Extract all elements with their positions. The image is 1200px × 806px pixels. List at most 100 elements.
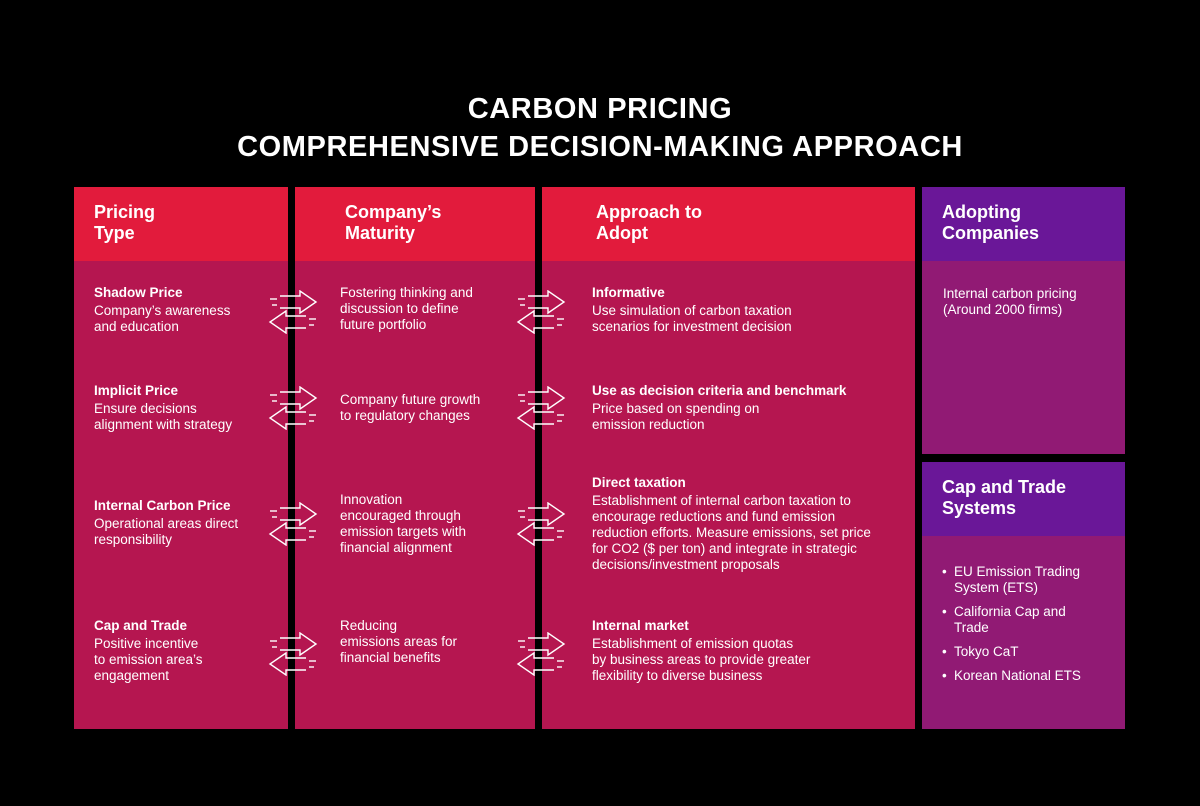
maturity-column: Company’s Maturity Fostering thinking an… <box>295 187 535 729</box>
item-text: Ensure decisions <box>94 401 197 416</box>
item-text: System (ETS) <box>954 580 1039 595</box>
cap-trade-systems-body: • EU Emission Trading System (ETS) • Cal… <box>922 536 1125 729</box>
header-line: Pricing <box>94 202 156 222</box>
adopting-companies-text: Internal carbon pricing (Around 2000 fir… <box>943 286 1077 318</box>
maturity-body: Fostering thinking and discussion to def… <box>295 261 535 729</box>
adopting-companies-header: Adopting Companies <box>922 187 1125 261</box>
item-text: emissions areas for <box>340 634 458 649</box>
double-arrow-icon <box>517 502 565 546</box>
header-line: Adopting <box>942 202 1021 222</box>
double-arrow-icon <box>269 502 317 546</box>
item-text: Establishment of internal carbon taxatio… <box>592 493 851 508</box>
approach-item-decision-criteria: Use as decision criteria and benchmark P… <box>592 383 846 433</box>
item-text: Fostering thinking and <box>340 285 473 300</box>
list-item: • EU Emission Trading System (ETS) <box>942 564 1081 596</box>
header-line: Maturity <box>345 223 416 243</box>
header-line: Approach to <box>596 202 702 222</box>
adopting-companies-body: Internal carbon pricing (Around 2000 fir… <box>922 261 1125 454</box>
item-text: responsibility <box>94 532 173 547</box>
item-text: Positive incentive <box>94 636 199 651</box>
approach-header: Approach to Adopt <box>542 187 915 261</box>
item-text: engagement <box>94 668 170 683</box>
maturity-item-4: Reducing emissions areas for financial b… <box>340 618 457 666</box>
bullet-icon: • <box>942 604 947 619</box>
item-title: Internal Carbon Price <box>94 498 231 513</box>
pricing-item-internal: Internal Carbon Price Operational areas … <box>94 498 238 548</box>
item-text: Innovation <box>340 492 403 507</box>
header-line: Type <box>94 223 135 243</box>
cap-trade-list: • EU Emission Trading System (ETS) • Cal… <box>942 564 1081 692</box>
title-line-1: CARBON PRICING <box>467 93 733 125</box>
item-text: discussion to define <box>340 301 459 316</box>
double-arrow-icon <box>517 632 565 676</box>
double-arrow-icon <box>269 632 317 676</box>
item-text: encourage reductions and fund emission <box>592 509 836 524</box>
item-text: to regulatory changes <box>340 408 470 423</box>
approach-item-internal-market: Internal market Establishment of emissio… <box>592 618 810 684</box>
pricing-type-body: Shadow Price Company’s awareness and edu… <box>74 261 288 729</box>
header-line: Adopt <box>596 223 648 243</box>
item-text: emission targets with <box>340 524 467 539</box>
pricing-item-implicit: Implicit Price Ensure decisions alignmen… <box>94 383 232 433</box>
item-text: reduction efforts. Measure emissions, se… <box>592 525 871 540</box>
double-arrow-icon <box>269 290 317 334</box>
item-text: EU Emission Trading <box>954 564 1081 579</box>
item-text: Price based on spending on <box>592 401 760 416</box>
item-text: Operational areas direct <box>94 516 239 531</box>
item-title: Internal market <box>592 618 689 633</box>
item-title: Shadow Price <box>94 285 183 300</box>
item-text: Company future growth <box>340 392 481 407</box>
item-title: Use as decision criteria and benchmark <box>592 383 847 398</box>
header-line: Company’s <box>345 202 442 222</box>
item-text: California Cap and <box>954 604 1066 619</box>
pricing-item-shadow: Shadow Price Company’s awareness and edu… <box>94 285 230 335</box>
bullet-icon: • <box>942 668 947 683</box>
approach-item-informative: Informative Use simulation of carbon tax… <box>592 285 792 335</box>
list-item: • Tokyo CaT <box>942 644 1081 660</box>
item-text: flexibility to diverse business <box>592 668 763 683</box>
item-text: emission reduction <box>592 417 705 432</box>
item-title: Informative <box>592 285 665 300</box>
approach-item-direct-taxation: Direct taxation Establishment of interna… <box>592 475 871 573</box>
cap-trade-systems-panel: Cap and Trade Systems • EU Emission Trad… <box>922 462 1125 729</box>
item-text: and education <box>94 319 179 334</box>
maturity-header: Company’s Maturity <box>295 187 535 261</box>
title-line-2: COMPREHENSIVE DECISION-MAKING APPROACH <box>237 131 963 163</box>
pricing-type-header: Pricing Type <box>74 187 288 261</box>
cap-trade-systems-header: Cap and Trade Systems <box>922 462 1125 536</box>
maturity-item-1: Fostering thinking and discussion to def… <box>340 285 473 333</box>
item-text: encouraged through <box>340 508 461 523</box>
list-item: • Korean National ETS <box>942 668 1081 684</box>
item-text: future portfolio <box>340 317 427 332</box>
maturity-item-2: Company future growth to regulatory chan… <box>340 392 480 424</box>
approach-column: Approach to Adopt Informative Use simula… <box>542 187 915 729</box>
double-arrow-icon <box>269 386 317 430</box>
bullet-icon: • <box>942 564 947 579</box>
item-text: financial alignment <box>340 540 452 555</box>
item-text: by business areas to provide greater <box>592 652 811 667</box>
item-text: Internal carbon pricing <box>943 286 1077 301</box>
item-text: Company’s awareness <box>94 303 231 318</box>
item-text: Use simulation of carbon taxation <box>592 303 792 318</box>
item-title: Implicit Price <box>94 383 179 398</box>
item-title: Direct taxation <box>592 475 686 490</box>
item-text: Reducing <box>340 618 398 633</box>
header-line: Companies <box>942 223 1040 243</box>
approach-body: Informative Use simulation of carbon tax… <box>542 261 915 729</box>
item-text: Trade <box>954 620 989 635</box>
item-text: financial benefits <box>340 650 441 665</box>
item-title: Cap and Trade <box>94 618 188 633</box>
item-text: for CO2 ($ per ton) and integrate in str… <box>592 541 857 556</box>
list-item: • California Cap and Trade <box>942 604 1081 636</box>
item-text: Tokyo CaT <box>954 644 1019 659</box>
header-line: Systems <box>942 498 1017 518</box>
maturity-item-3: Innovation encouraged through emission t… <box>340 492 466 556</box>
pricing-type-column: Pricing Type Shadow Price Company’s awar… <box>74 187 288 729</box>
double-arrow-icon <box>517 386 565 430</box>
item-text: Korean National ETS <box>954 668 1081 683</box>
double-arrow-icon <box>517 290 565 334</box>
item-text: Establishment of emission quotas <box>592 636 794 651</box>
adopting-companies-panel: Adopting Companies Internal carbon prici… <box>922 187 1125 454</box>
pricing-item-cap-trade: Cap and Trade Positive incentive to emis… <box>94 618 203 684</box>
item-text: (Around 2000 firms) <box>943 302 1063 317</box>
